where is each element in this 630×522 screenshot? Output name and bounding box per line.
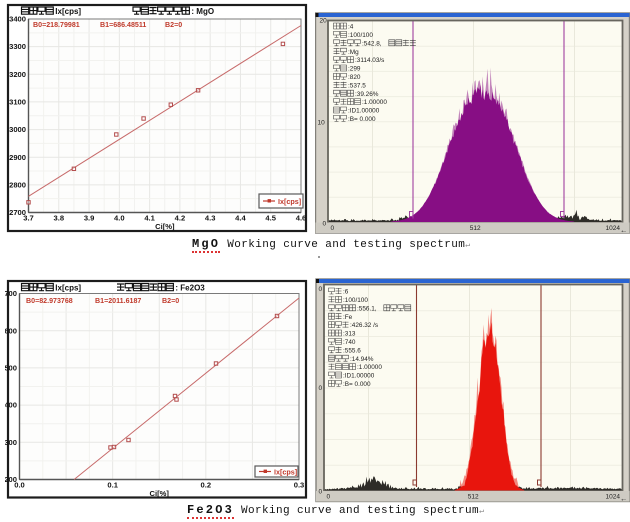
svg-text::6: :6 bbox=[343, 289, 349, 296]
svg-text:200: 200 bbox=[5, 475, 17, 484]
svg-text::ID1.00000: :ID1.00000 bbox=[348, 108, 380, 115]
svg-text:0: 0 bbox=[323, 221, 327, 228]
svg-text::3114.03/s: :3114.03/s bbox=[355, 57, 384, 64]
svg-text::299: :299 bbox=[348, 66, 361, 73]
svg-text:4.4: 4.4 bbox=[235, 214, 246, 223]
svg-text:3000: 3000 bbox=[9, 125, 26, 134]
svg-text:3300: 3300 bbox=[9, 42, 26, 51]
svg-text:3.7: 3.7 bbox=[23, 214, 34, 223]
svg-text:Ix[cps]: Ix[cps] bbox=[55, 7, 81, 16]
svg-text::39.26%: :39.26% bbox=[355, 91, 379, 98]
svg-text:←: ← bbox=[620, 226, 628, 235]
svg-text:3.9: 3.9 bbox=[84, 214, 95, 223]
svg-text:10: 10 bbox=[318, 120, 326, 127]
svg-text::426.32 /s: :426.32 /s bbox=[350, 322, 378, 329]
svg-text:0.3: 0.3 bbox=[294, 481, 305, 490]
svg-text:3400: 3400 bbox=[9, 15, 26, 24]
svg-text::556.1,: :556.1, bbox=[357, 305, 377, 312]
svg-text:Ix[cps]: Ix[cps] bbox=[278, 197, 301, 206]
svg-text::1.00000: :1.00000 bbox=[357, 364, 382, 371]
svg-text:2700: 2700 bbox=[9, 208, 26, 217]
svg-text::820: :820 bbox=[348, 74, 361, 81]
svg-text:B0=82.973768: B0=82.973768 bbox=[26, 297, 73, 305]
svg-text:0: 0 bbox=[319, 385, 323, 392]
svg-text:1024: 1024 bbox=[606, 225, 621, 232]
svg-text:4.0: 4.0 bbox=[114, 214, 125, 223]
svg-text:600: 600 bbox=[5, 326, 17, 335]
svg-text:B1=2011.6187: B1=2011.6187 bbox=[95, 297, 141, 305]
svg-text:700: 700 bbox=[5, 289, 17, 298]
svg-text:0.0: 0.0 bbox=[14, 481, 25, 490]
svg-text:4.6: 4.6 bbox=[296, 214, 307, 223]
svg-text:3.8: 3.8 bbox=[54, 214, 65, 223]
svg-text:4.1: 4.1 bbox=[144, 214, 155, 223]
svg-text:400: 400 bbox=[5, 401, 17, 410]
svg-text::313: :313 bbox=[343, 331, 356, 338]
svg-text:B2=0: B2=0 bbox=[165, 21, 182, 29]
svg-text::555.6: :555.6 bbox=[343, 347, 361, 354]
svg-text:4.2: 4.2 bbox=[175, 214, 186, 223]
svg-text:2900: 2900 bbox=[9, 153, 26, 162]
svg-text::ID1.00000: :ID1.00000 bbox=[343, 373, 375, 380]
svg-text:Ix[cps]: Ix[cps] bbox=[55, 284, 81, 293]
svg-text:4.3: 4.3 bbox=[205, 214, 216, 223]
svg-text:300: 300 bbox=[5, 438, 17, 447]
svg-text:: MgO: : MgO bbox=[191, 7, 214, 16]
svg-text:0.1: 0.1 bbox=[107, 481, 118, 490]
svg-text::B= 0.000: :B= 0.000 bbox=[348, 116, 376, 123]
svg-text:B2=0: B2=0 bbox=[162, 297, 179, 305]
svg-text:20: 20 bbox=[320, 18, 328, 25]
svg-text::542.8,: :542.8, bbox=[362, 40, 382, 47]
svg-text::1.00000: :1.00000 bbox=[362, 99, 387, 106]
svg-text::Fe: :Fe bbox=[343, 314, 353, 321]
svg-text:0: 0 bbox=[319, 286, 323, 293]
svg-text:B0=218.79981: B0=218.79981 bbox=[33, 21, 80, 29]
svg-text::537.5: :537.5 bbox=[348, 82, 366, 89]
svg-text:Ci[%]: Ci[%] bbox=[155, 222, 175, 231]
svg-text::4: :4 bbox=[348, 24, 354, 31]
svg-text:Ci[%]: Ci[%] bbox=[149, 489, 169, 498]
svg-text:500: 500 bbox=[5, 364, 17, 373]
svg-text:B1=686.48511: B1=686.48511 bbox=[100, 21, 146, 29]
svg-text:2800: 2800 bbox=[9, 181, 26, 190]
svg-text::100/100: :100/100 bbox=[348, 32, 373, 39]
svg-text:←: ← bbox=[620, 494, 628, 503]
svg-text:0: 0 bbox=[319, 489, 323, 496]
svg-text::Mg: :Mg bbox=[348, 49, 359, 56]
svg-text:0: 0 bbox=[327, 494, 331, 501]
svg-text:512: 512 bbox=[470, 225, 481, 232]
svg-text:: Fe2O3: : Fe2O3 bbox=[175, 284, 205, 293]
svg-text:512: 512 bbox=[468, 494, 479, 501]
svg-text:Ix[cps]: Ix[cps] bbox=[274, 467, 297, 476]
svg-text:0.2: 0.2 bbox=[201, 481, 212, 490]
svg-text:0: 0 bbox=[331, 225, 335, 232]
svg-text:4.5: 4.5 bbox=[265, 214, 276, 223]
svg-text:1024: 1024 bbox=[606, 494, 621, 501]
svg-text:3200: 3200 bbox=[9, 70, 26, 79]
svg-text::B= 0.000: :B= 0.000 bbox=[343, 381, 371, 388]
svg-text::100/100: :100/100 bbox=[343, 297, 368, 304]
svg-text::14.94%: :14.94% bbox=[350, 356, 374, 363]
svg-text::740: :740 bbox=[343, 339, 356, 346]
svg-text:3100: 3100 bbox=[9, 98, 26, 107]
